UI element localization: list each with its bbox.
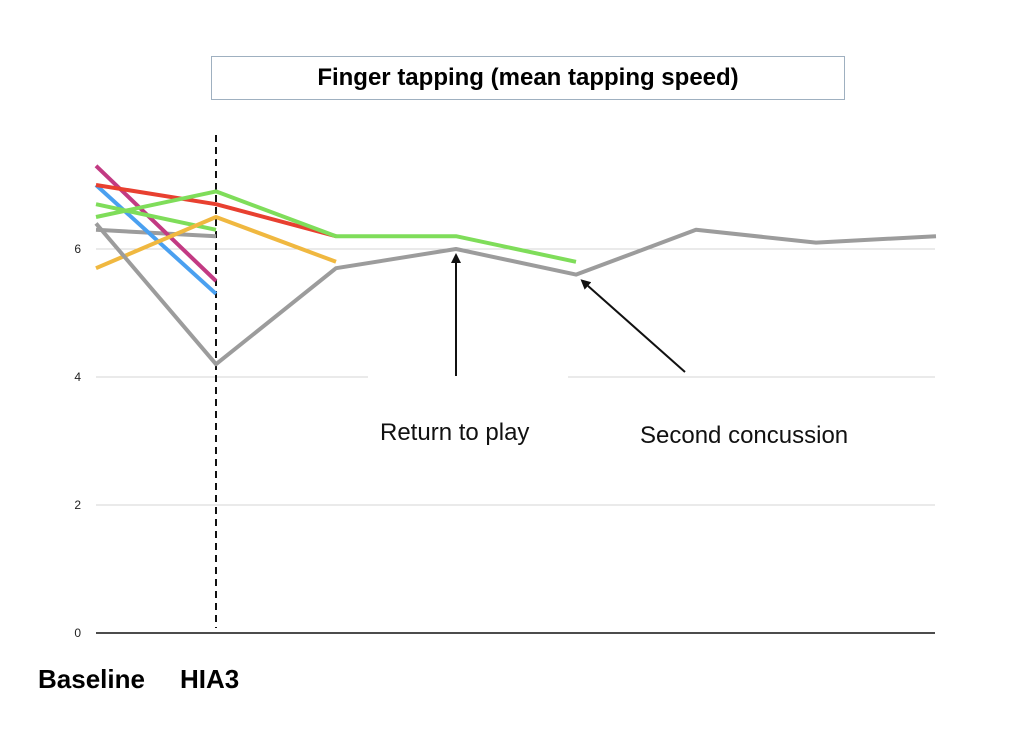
series-line-5 [95, 215, 337, 271]
series-line-7 [95, 189, 577, 264]
annotation-label: Second concussion [640, 422, 848, 449]
annotation-arrow [580, 279, 686, 373]
annotation-label: Return to play [380, 419, 529, 446]
series-line-8 [94, 222, 937, 367]
x-category-label: HIA3 [180, 664, 239, 694]
y-tick-labels: 0 2 4 6 [74, 242, 81, 640]
series-line-2 [94, 183, 218, 296]
series-lines [94, 164, 937, 367]
series-line-1 [95, 227, 217, 239]
series-line-3 [94, 164, 218, 283]
x-category-label: Baseline [38, 664, 145, 694]
y-tick-label: 0 [74, 626, 81, 640]
y-tick-label: 6 [74, 242, 81, 256]
x-category-labels: Baseline HIA3 [38, 664, 239, 694]
chart-title: Finger tapping (mean tapping speed) [211, 56, 845, 100]
y-tick-label: 4 [74, 370, 81, 384]
series-line-6 [95, 183, 337, 239]
annotations: Return to play Second concussion [380, 253, 848, 449]
annotation-mask [368, 372, 568, 382]
y-tick-label: 2 [74, 498, 81, 512]
